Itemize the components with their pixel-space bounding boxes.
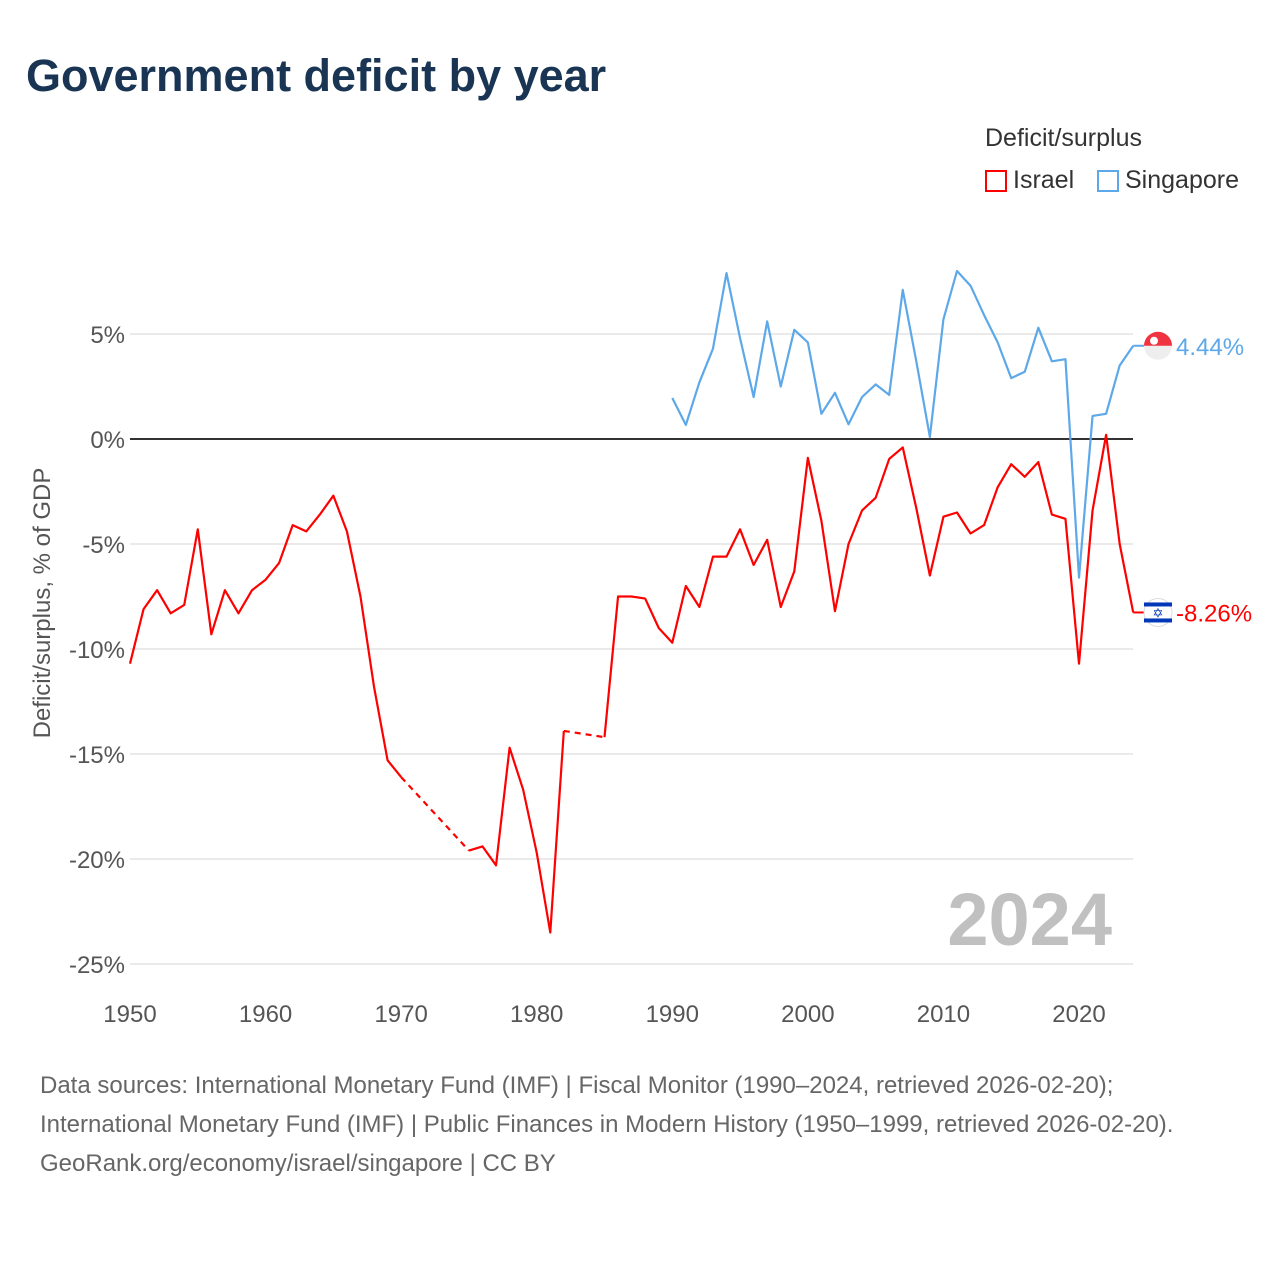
end-label-singapore: 4.44% xyxy=(1176,334,1244,361)
legend-label-israel: Israel xyxy=(1013,166,1075,194)
end-label-israel: -8.26% xyxy=(1176,600,1252,627)
y-axis-label: Deficit/surplus, % of GDP xyxy=(29,468,56,739)
legend-title: Deficit/surplus xyxy=(985,124,1142,152)
flag-stripe xyxy=(1144,618,1172,623)
y-tick-label: 0% xyxy=(90,427,125,454)
series-gap-israel xyxy=(400,776,470,852)
x-tick-label: 2020 xyxy=(1052,1001,1105,1028)
flag-red xyxy=(1144,331,1172,346)
singapore-flag-icon xyxy=(1144,331,1172,360)
y-tick-label: -10% xyxy=(69,637,125,664)
x-tick-label: 1960 xyxy=(239,1001,292,1028)
x-tick-label: 1970 xyxy=(374,1001,427,1028)
chart-title: Government deficit by year xyxy=(26,50,607,101)
flag-stripe xyxy=(1144,602,1172,607)
flag-star: ✡ xyxy=(1153,605,1164,620)
series-line-israel xyxy=(128,494,402,778)
flag-crescent xyxy=(1150,336,1158,345)
y-tick-label: -20% xyxy=(69,847,125,874)
series-gap-israel xyxy=(563,729,605,739)
credit-link[interactable]: GeoRank.org/economy/israel/singapore | C… xyxy=(40,1150,556,1177)
series-line-israel xyxy=(603,433,1135,738)
y-tick-label: 5% xyxy=(90,322,125,349)
data-sources: Data sources: International Monetary Fun… xyxy=(40,1072,1174,1138)
legend-swatch-israel xyxy=(985,169,1007,192)
y-tick-label: -25% xyxy=(69,952,125,979)
legend-label-singapore: Singapore xyxy=(1125,166,1239,194)
x-tick-label: 2000 xyxy=(781,1001,834,1028)
legend-item-singapore[interactable]: Singapore xyxy=(1097,166,1239,195)
footer: Data sources: International Monetary Fun… xyxy=(40,1066,1240,1183)
x-tick-label: 1990 xyxy=(646,1001,699,1028)
legend-item-israel[interactable]: Israel xyxy=(985,166,1074,195)
x-tick-label: 1950 xyxy=(103,1001,156,1028)
israel-flag-icon: ✡ xyxy=(1143,597,1173,627)
legend-swatch-singapore xyxy=(1097,169,1119,192)
x-tick-label: 2010 xyxy=(917,1001,970,1028)
year-watermark: 2024 xyxy=(947,878,1112,961)
x-tick-label: 1980 xyxy=(510,1001,563,1028)
y-tick-label: -15% xyxy=(69,742,125,769)
series-line-israel xyxy=(468,730,565,934)
y-tick-label: -5% xyxy=(82,532,125,559)
series-line-singapore xyxy=(671,269,1135,579)
